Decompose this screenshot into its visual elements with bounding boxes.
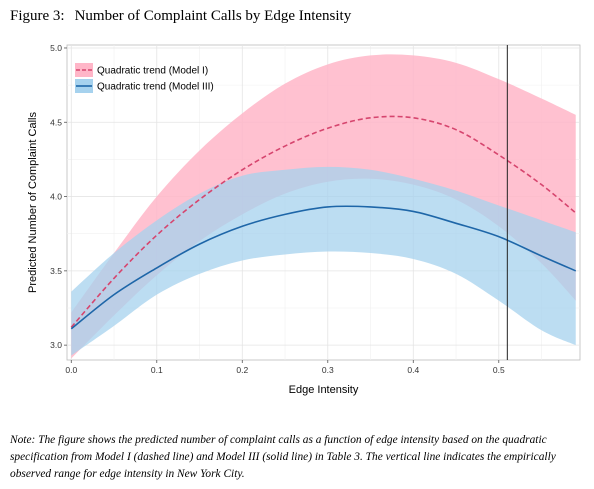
y-tick-label: 4.5 [50, 117, 62, 127]
figure-number: Figure 3: [10, 8, 65, 24]
series-line-1 [70, 115, 577, 328]
figure-title: Figure 3: Number of Complaint Calls by Ed… [10, 8, 351, 25]
y-tick-label: 5.0 [50, 43, 62, 53]
figure-note: Note: The figure shows the predicted num… [10, 434, 556, 480]
y-axis-label: Predicted Number of Complaint Calls [27, 112, 39, 293]
legend-label-1: Quadratic trend (Model I) [97, 66, 208, 77]
trend-lines [70, 115, 577, 330]
line-chart: 0.0 0.1 0.2 0.3 0.4 0.5 3.0 3.5 4.0 4.5 5.0 Quadra… [27, 43, 581, 396]
y-tick-label: 3.5 [50, 266, 62, 276]
figure-title-text: Number of Complaint Calls by Edge Intens… [74, 8, 352, 24]
legend: Quadratic trend (Model I) Quadratic trend… [75, 63, 214, 93]
x-axis-label: Edge Intensity [289, 384, 359, 396]
confidence-bands [71, 54, 576, 359]
y-tick-label: 4.0 [50, 192, 62, 202]
confidence-band-2 [71, 166, 576, 356]
confidence-band-1 [71, 54, 576, 359]
series-line-2 [70, 205, 577, 330]
y-tick-label: 3.0 [50, 340, 62, 350]
legend-label-2: Quadratic trend (Model III) [97, 82, 214, 93]
axis-ticks: 0.0 0.1 0.2 0.3 0.4 0.5 3.0 3.5 4.0 4.5 5.0 [50, 43, 505, 375]
x-tick-label: 0.3 [322, 365, 334, 375]
x-tick-label: 0.4 [407, 365, 419, 375]
x-tick-label: 0.0 [65, 365, 77, 375]
x-tick-label: 0.1 [151, 365, 163, 375]
x-tick-label: 0.2 [236, 365, 248, 375]
x-tick-label: 0.5 [493, 365, 505, 375]
